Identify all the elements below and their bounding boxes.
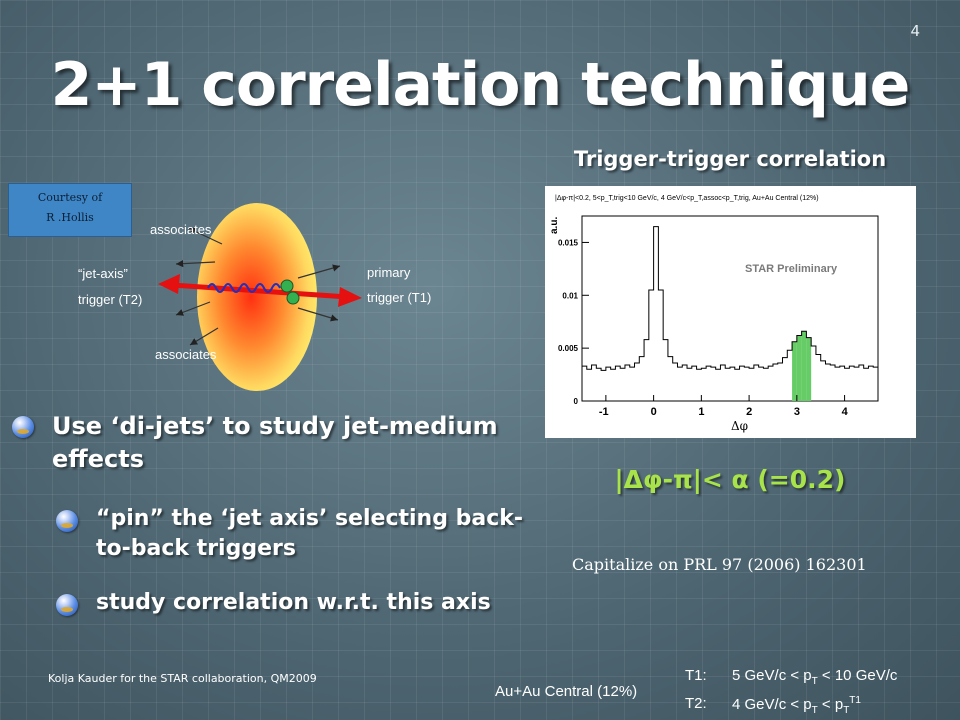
histogram-series <box>582 226 878 371</box>
plot-ylabel: a.u. <box>549 217 560 234</box>
medium-ellipse <box>197 203 317 391</box>
y-tick-label: 0 <box>574 397 579 406</box>
parton-t1 <box>280 279 294 293</box>
collision-system: Au+Au Central (12%) <box>495 683 638 700</box>
x-tick-label: -1 <box>599 406 609 418</box>
jet-axis-label: “jet-axis” <box>78 266 128 281</box>
associate-track <box>175 301 211 316</box>
plot-header: |Δφ-π|<0.2, 5<p_T,trig<10 GeV/c, 4 GeV/c… <box>555 195 819 202</box>
highlight-bin <box>792 341 797 401</box>
t1-condition: 5 GeV/c < pT < 10 GeV/c <box>732 667 897 687</box>
associate-track <box>297 264 341 279</box>
arrow-head-left <box>158 274 180 294</box>
gluon-line <box>207 283 281 293</box>
y-tick-label: 0.01 <box>562 291 578 300</box>
y-tick-label: 0.015 <box>558 238 579 247</box>
associates-label-top: associates <box>150 222 212 237</box>
courtesy-line2: R .Hollis <box>46 211 94 224</box>
parton-t2 <box>286 291 300 305</box>
associate-track <box>175 260 216 268</box>
arrow-head-right <box>338 287 362 307</box>
jet-diagram <box>158 203 362 391</box>
x-tick-label: 2 <box>746 406 752 418</box>
x-tick-label: 0 <box>651 406 657 418</box>
t2-sub: T <box>811 705 818 716</box>
bullet-main-text: Use ‘di-jets’ to study jet-medium effect… <box>52 412 498 473</box>
correlation-plot: |Δφ-π|<0.2, 5<p_T,trig<10 GeV/c, 4 GeV/c… <box>545 186 916 438</box>
associate-track <box>187 227 223 245</box>
highlight-bin <box>801 331 807 401</box>
x-tick-label: 3 <box>794 406 800 418</box>
t2-label: T2: <box>685 695 707 712</box>
t1-sub: T <box>811 676 818 687</box>
reference-text: Capitalize on PRL 97 (2006) 162301 <box>572 555 867 574</box>
t1-text: 5 GeV/c < p <box>732 667 812 684</box>
courtesy-box: Courtesy of R .Hollis <box>8 183 132 237</box>
jet-axis-trigger-label: trigger (T2) <box>78 292 143 307</box>
primary-label: primary <box>367 265 411 280</box>
footer-credit: Kolja Kauder for the STAR collaboration,… <box>48 672 317 685</box>
plot-frame <box>581 215 879 402</box>
primary-trigger-label: trigger (T1) <box>367 290 432 305</box>
bullet-orb-icon <box>56 594 78 616</box>
y-tick-label: 0.005 <box>558 344 579 353</box>
plot-svg: |Δφ-π|<0.2, 5<p_T,trig<10 GeV/c, 4 GeV/c… <box>549 195 879 433</box>
highlight-bin <box>796 335 802 401</box>
t2-condition: 4 GeV/c < pT < pTT1 <box>732 695 861 716</box>
slide-title: 2+1 correlation technique <box>50 50 911 120</box>
page-number: 4 <box>910 22 920 40</box>
t2-mid: < p <box>817 696 844 713</box>
courtesy-line1: Courtesy of <box>37 191 103 204</box>
bullet-sub1-text: “pin” the ‘jet axis’ selecting back-to-b… <box>96 506 524 561</box>
x-tick-label: 4 <box>842 406 849 418</box>
bullet-orb-icon <box>12 416 34 438</box>
plot-xlabel: Δφ <box>731 419 748 433</box>
bullet-orb-icon <box>56 510 78 532</box>
plot-title: Trigger-trigger correlation <box>573 147 887 171</box>
star-preliminary: STAR Preliminary <box>745 263 838 275</box>
associate-track <box>297 307 339 322</box>
t1-label: T1: <box>685 667 707 684</box>
associate-track <box>189 327 219 346</box>
t2-sup: T1 <box>849 695 861 706</box>
x-tick-label: 1 <box>698 406 704 418</box>
bullet-sub2-text: study correlation w.r.t. this axis <box>96 590 491 615</box>
associates-label-bottom: associates <box>155 347 217 362</box>
highlight-bin <box>806 337 812 401</box>
selection-formula: |Δφ-π|< α (=0.2) <box>614 465 846 494</box>
t1-end: < 10 GeV/c <box>817 667 898 684</box>
t2-text: 4 GeV/c < p <box>732 696 812 713</box>
t2-sub2: T <box>843 705 850 716</box>
trigger-axis-arrow <box>171 282 349 300</box>
